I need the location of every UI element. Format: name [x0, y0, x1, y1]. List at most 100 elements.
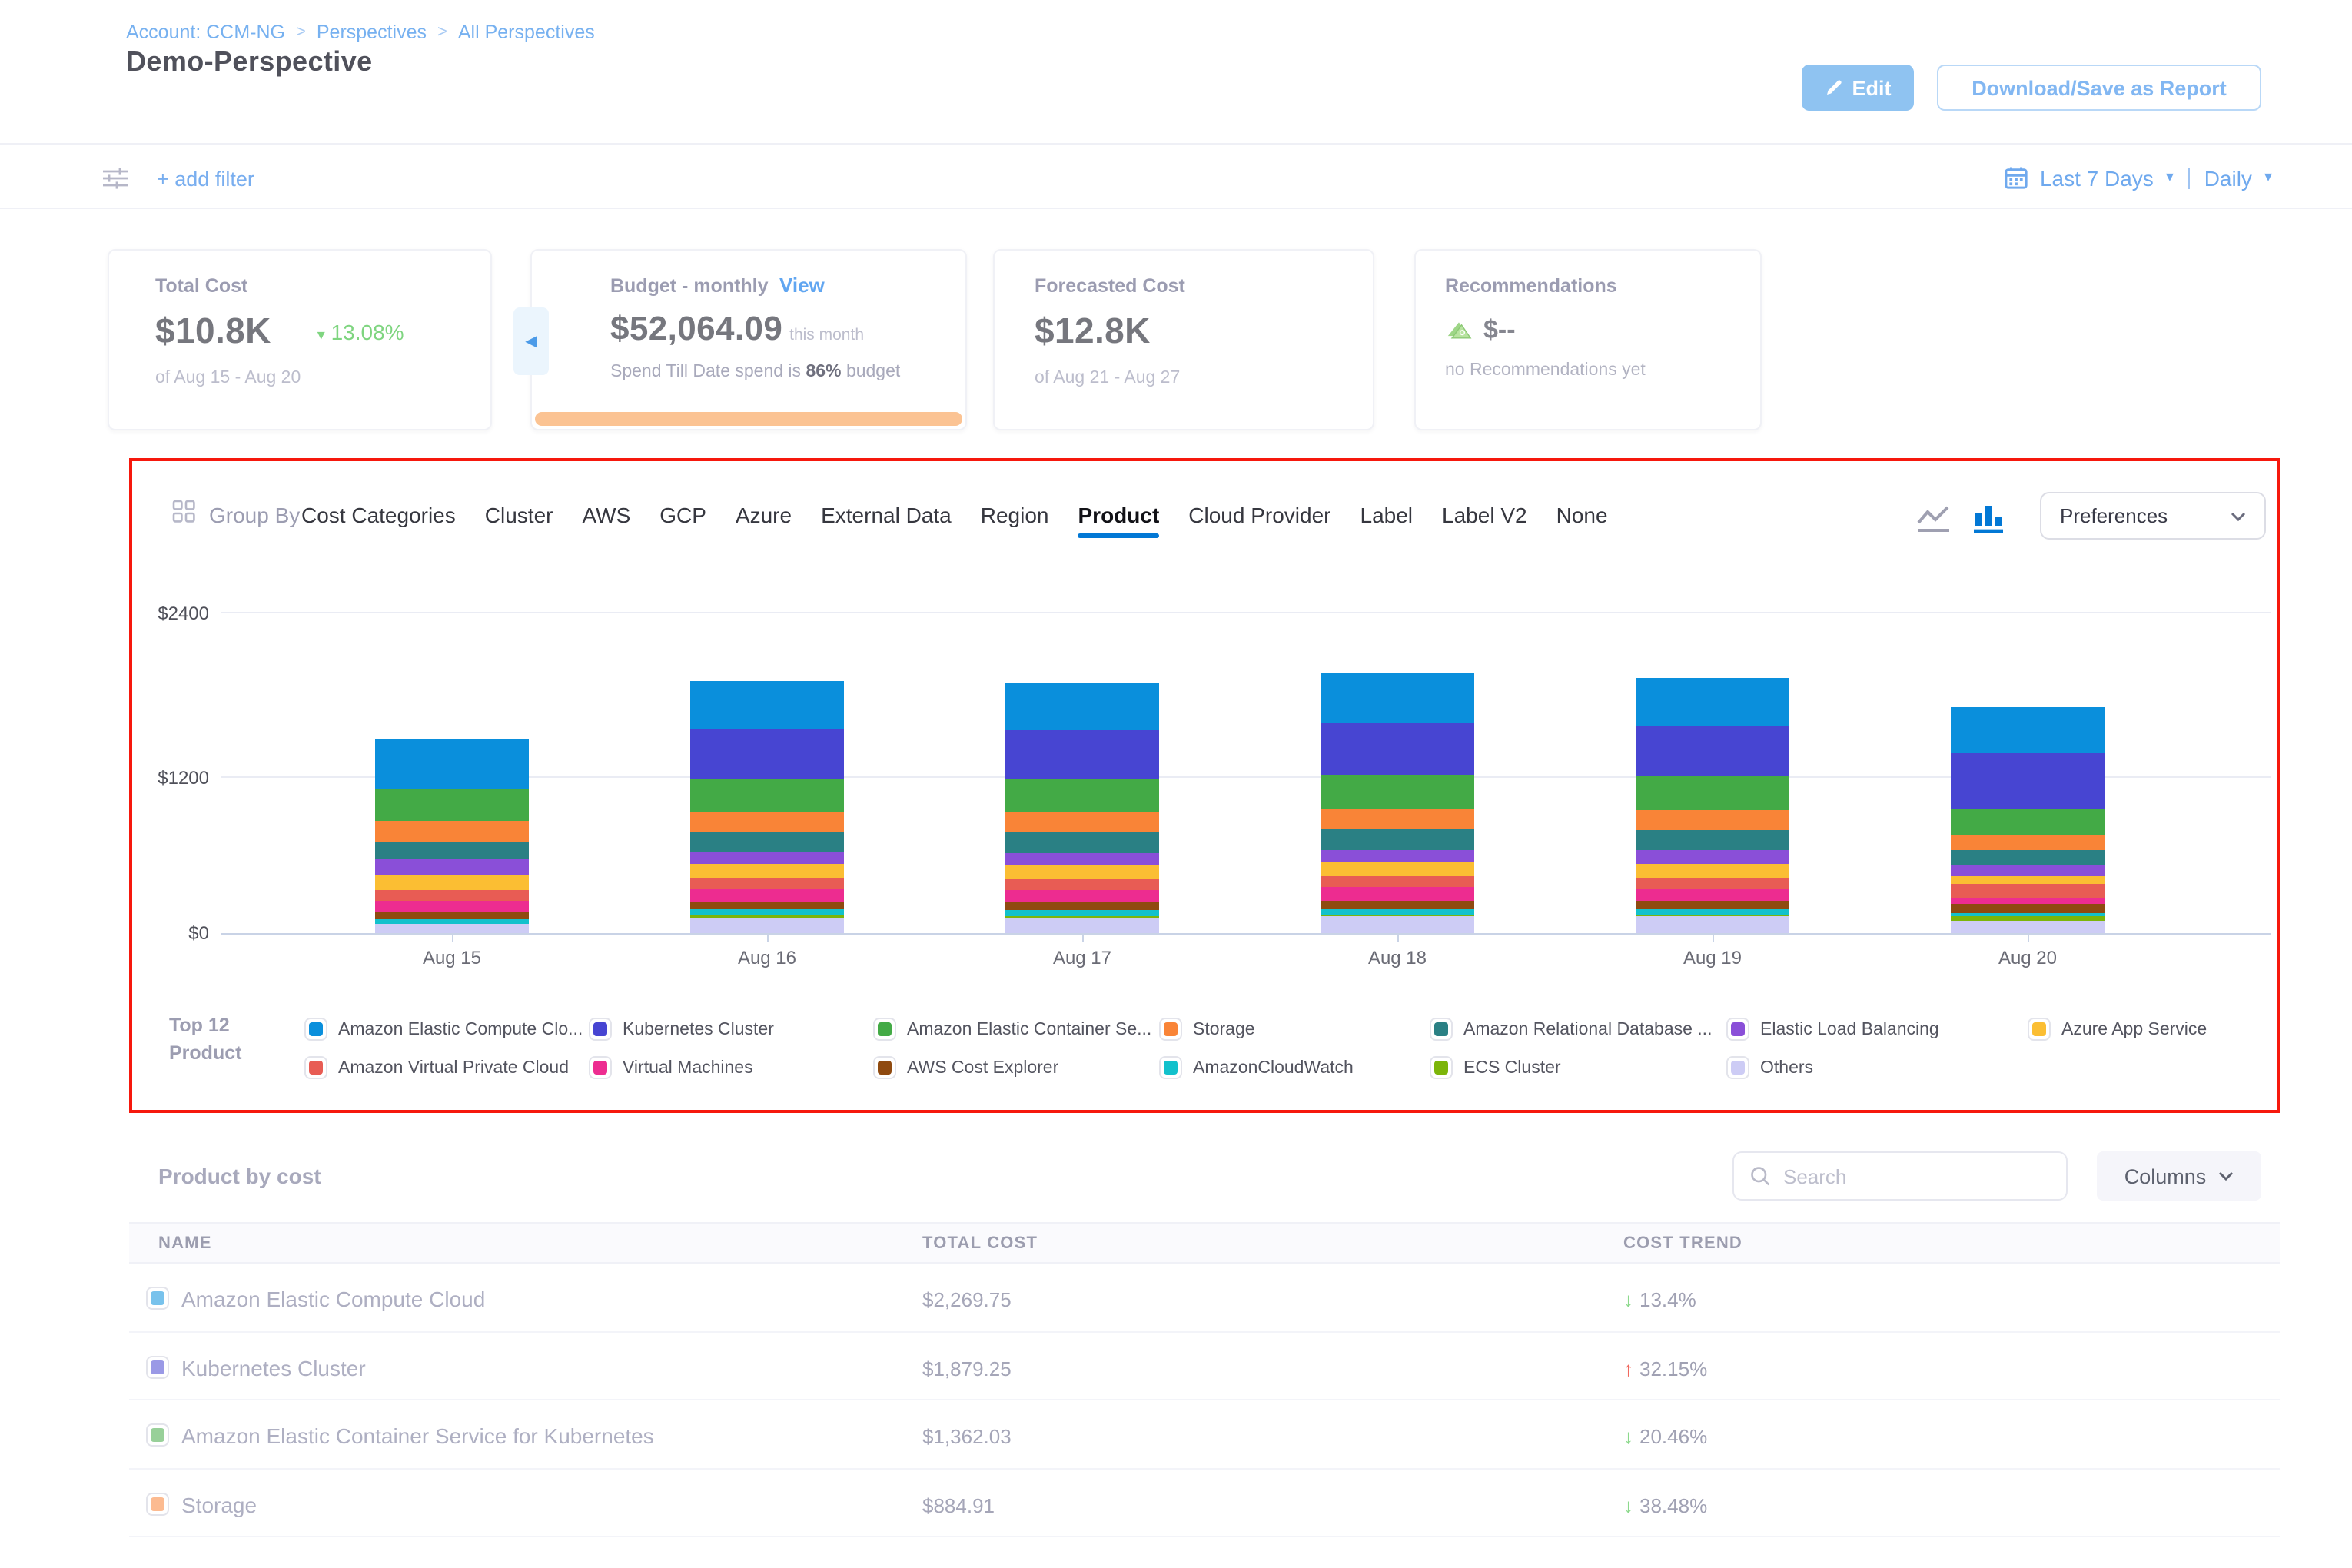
tab-none[interactable]: None: [1556, 503, 1608, 527]
bar-aug-16[interactable]: [690, 681, 844, 933]
budget-prev-button[interactable]: ◀: [513, 307, 549, 375]
bar-segment-virtual-machines[interactable]: [690, 889, 844, 902]
bar-segment-aws-cost-explorer[interactable]: [1005, 902, 1159, 911]
bar-segment-amazon-elastic-container-se[interactable]: [375, 788, 529, 821]
bar-aug-15[interactable]: [375, 739, 529, 933]
table-row-storage[interactable]: Storage $884.91 ↓ 38.48%: [129, 1469, 2280, 1537]
bar-segment-storage[interactable]: [375, 821, 529, 842]
tab-label[interactable]: Label: [1360, 503, 1414, 527]
bar-segment-storage[interactable]: [1636, 809, 1789, 830]
bar-segment-kubernetes-cluster[interactable]: [1321, 723, 1474, 775]
legend-item-azure-app-service[interactable]: Azure App Service: [2028, 1018, 2207, 1041]
bar-segment-amazon-relational-database[interactable]: [1951, 850, 2105, 866]
filter-sliders-icon[interactable]: [101, 164, 129, 192]
legend-item-amazoncloudwatch[interactable]: AmazonCloudWatch: [1159, 1056, 1354, 1079]
bar-segment-others[interactable]: [690, 917, 844, 933]
bar-segment-virtual-machines[interactable]: [1321, 887, 1474, 902]
bar-segment-virtual-machines[interactable]: [375, 900, 529, 912]
bar-segment-kubernetes-cluster[interactable]: [1005, 730, 1159, 779]
bar-segment-amazon-elastic-container-se[interactable]: [1636, 776, 1789, 810]
legend-item-virtual-machines[interactable]: Virtual Machines: [589, 1056, 753, 1079]
bar-segment-amazon-elastic-container-se[interactable]: [690, 779, 844, 812]
bar-segment-ecs-cluster[interactable]: [1005, 915, 1159, 918]
tab-label-v2[interactable]: Label V2: [1442, 503, 1527, 527]
bar-segment-amazon-elastic-compute-clo[interactable]: [1321, 673, 1474, 723]
bar-segment-others[interactable]: [1321, 916, 1474, 933]
tab-cluster[interactable]: Cluster: [484, 503, 553, 527]
bar-segment-amazon-virtual-private-cloud[interactable]: [1951, 884, 2105, 898]
legend-item-amazon-elastic-container-se[interactable]: Amazon Elastic Container Se...: [873, 1018, 1151, 1041]
bar-segment-elastic-load-balancing[interactable]: [1321, 849, 1474, 863]
add-filter-button[interactable]: + add filter: [157, 168, 254, 191]
breadcrumb-account[interactable]: Account: CCM-NG: [126, 22, 285, 43]
bar-segment-amazon-elastic-container-se[interactable]: [1321, 774, 1474, 809]
bar-chart-toggle-icon[interactable]: [1971, 501, 2008, 535]
bar-aug-17[interactable]: [1005, 683, 1159, 933]
bar-segment-virtual-machines[interactable]: [1005, 890, 1159, 903]
bar-segment-amazon-relational-database[interactable]: [1005, 832, 1159, 853]
bar-segment-elastic-load-balancing[interactable]: [1636, 850, 1789, 863]
tab-external-data[interactable]: External Data: [821, 503, 952, 527]
legend-item-elastic-load-balancing[interactable]: Elastic Load Balancing: [1726, 1018, 1939, 1041]
tab-cost-categories[interactable]: Cost Categories: [301, 503, 456, 527]
table-row-kubernetes-cluster[interactable]: Kubernetes Cluster $1,879.25 ↑ 32.15%: [129, 1332, 2280, 1400]
bar-aug-19[interactable]: [1636, 677, 1789, 933]
tab-aws[interactable]: AWS: [582, 503, 631, 527]
bar-segment-others[interactable]: [1636, 916, 1789, 933]
bar-segment-elastic-load-balancing[interactable]: [1951, 865, 2105, 877]
bar-segment-azure-app-service[interactable]: [1321, 862, 1474, 877]
edit-button[interactable]: Edit: [1802, 65, 1914, 111]
legend-item-others[interactable]: Others: [1726, 1056, 1813, 1079]
legend-item-amazon-relational-database[interactable]: Amazon Relational Database ...: [1430, 1018, 1712, 1041]
bar-segment-ecs-cluster[interactable]: [690, 915, 844, 918]
tab-azure[interactable]: Azure: [735, 503, 792, 527]
bar-segment-others[interactable]: [1951, 920, 2105, 933]
bar-segment-ecs-cluster[interactable]: [1321, 915, 1474, 917]
line-chart-toggle-icon[interactable]: [1915, 504, 1952, 535]
bar-segment-amazon-virtual-private-cloud[interactable]: [1005, 879, 1159, 891]
row-name-link[interactable]: Amazon Elastic Container Service for Kub…: [181, 1423, 654, 1448]
bar-segment-amazon-relational-database[interactable]: [375, 842, 529, 860]
bar-segment-kubernetes-cluster[interactable]: [1636, 726, 1789, 777]
bar-segment-ecs-cluster[interactable]: [1636, 914, 1789, 917]
bar-segment-aws-cost-explorer[interactable]: [690, 902, 844, 909]
legend-item-amazon-virtual-private-cloud[interactable]: Amazon Virtual Private Cloud: [304, 1056, 569, 1079]
tab-gcp[interactable]: GCP: [659, 503, 706, 527]
bar-segment-amazon-elastic-compute-clo[interactable]: [1005, 683, 1159, 731]
bar-segment-virtual-machines[interactable]: [1636, 888, 1789, 902]
breadcrumb-perspectives[interactable]: Perspectives: [316, 22, 427, 43]
bar-segment-azure-app-service[interactable]: [1951, 876, 2105, 885]
bar-segment-amazoncloudwatch[interactable]: [1951, 913, 2105, 917]
bar-segment-amazon-virtual-private-cloud[interactable]: [375, 889, 529, 901]
legend-item-ecs-cluster[interactable]: ECS Cluster: [1430, 1056, 1561, 1079]
bar-segment-amazon-relational-database[interactable]: [690, 832, 844, 852]
legend-item-amazon-elastic-compute-clo[interactable]: Amazon Elastic Compute Clo...: [304, 1018, 583, 1041]
bar-segment-amazoncloudwatch[interactable]: [690, 909, 844, 915]
bar-segment-amazoncloudwatch[interactable]: [1005, 910, 1159, 916]
bar-segment-amazon-elastic-compute-clo[interactable]: [1951, 706, 2105, 754]
bar-segment-amazon-virtual-private-cloud[interactable]: [690, 878, 844, 889]
bar-segment-amazon-relational-database[interactable]: [1321, 829, 1474, 850]
preferences-button[interactable]: Preferences: [2040, 492, 2266, 540]
bar-segment-azure-app-service[interactable]: [690, 864, 844, 879]
chevron-down-icon[interactable]: ▾: [2165, 169, 2174, 186]
bar-segment-elastic-load-balancing[interactable]: [375, 859, 529, 875]
table-row-amazon-elastic-container-service-for-kubernetes[interactable]: Amazon Elastic Container Service for Kub…: [129, 1400, 2280, 1469]
budget-view-link[interactable]: View: [779, 274, 825, 297]
tab-cloud-provider[interactable]: Cloud Provider: [1188, 503, 1331, 527]
bar-segment-amazon-elastic-container-se[interactable]: [1005, 779, 1159, 812]
bar-aug-18[interactable]: [1321, 673, 1474, 933]
table-row-amazon-elastic-compute-cloud[interactable]: Amazon Elastic Compute Cloud $2,269.75 ↓ 13…: [129, 1264, 2280, 1332]
bar-segment-elastic-load-balancing[interactable]: [1005, 852, 1159, 865]
tab-region[interactable]: Region: [980, 503, 1049, 527]
bar-segment-amazon-relational-database[interactable]: [1636, 830, 1789, 851]
legend-item-aws-cost-explorer[interactable]: AWS Cost Explorer: [873, 1056, 1058, 1079]
bar-segment-azure-app-service[interactable]: [1005, 865, 1159, 879]
row-name-link[interactable]: Amazon Elastic Compute Cloud: [181, 1287, 486, 1311]
bar-segment-storage[interactable]: [1321, 808, 1474, 829]
bar-segment-others[interactable]: [375, 923, 529, 933]
download-save-report-button[interactable]: Download/Save as Report: [1937, 65, 2261, 111]
bar-segment-aws-cost-explorer[interactable]: [1636, 901, 1789, 909]
bar-segment-virtual-machines[interactable]: [1951, 897, 2105, 904]
row-name-link[interactable]: Kubernetes Cluster: [181, 1355, 366, 1380]
